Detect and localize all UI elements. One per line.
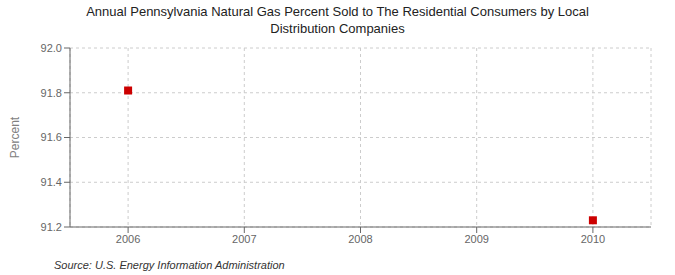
svg-text:92.0: 92.0 — [41, 42, 62, 54]
svg-text:91.6: 91.6 — [41, 131, 62, 143]
svg-text:91.2: 91.2 — [41, 221, 62, 233]
html-text:Distribution Companies: Distribution Companies — [270, 21, 405, 36]
svg-text:Percent: Percent — [8, 116, 22, 158]
svg-text:91.8: 91.8 — [41, 87, 62, 99]
html-text:Annual Pennsylvania Natural Ga: Annual Pennsylvania Natural Gas Percent … — [86, 4, 589, 19]
svg-text:2010: 2010 — [581, 233, 605, 245]
svg-text:2008: 2008 — [348, 233, 372, 245]
svg-text:91.4: 91.4 — [41, 176, 62, 188]
svg-text:2006: 2006 — [116, 233, 140, 245]
svg-text:2007: 2007 — [232, 233, 256, 245]
svg-text:2009: 2009 — [464, 233, 488, 245]
html-text:Source: U.S. Energy Informatio: Source: U.S. Energy Information Administ… — [54, 259, 285, 271]
